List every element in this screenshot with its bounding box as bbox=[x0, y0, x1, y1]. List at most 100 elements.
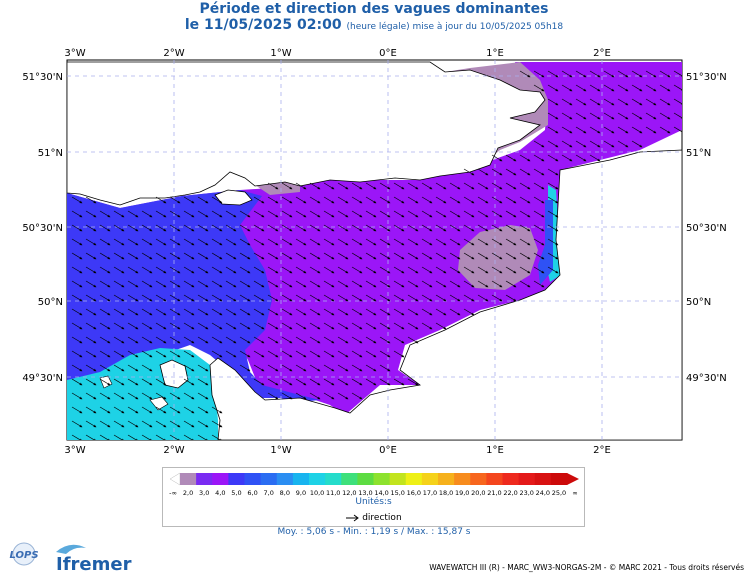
direction-arrow bbox=[435, 280, 447, 288]
direction-arrow bbox=[477, 238, 489, 246]
direction-arrow bbox=[309, 238, 321, 246]
direction-arrow bbox=[239, 280, 251, 288]
direction-arrow bbox=[589, 154, 601, 162]
direction-arrow bbox=[113, 420, 125, 428]
direction-arrow bbox=[211, 322, 223, 330]
legend-tick-label: 15,0 bbox=[390, 489, 404, 497]
direction-arrow bbox=[533, 154, 545, 162]
direction-arrow bbox=[491, 266, 503, 274]
direction-arrow bbox=[197, 210, 209, 218]
direction-arrow bbox=[197, 322, 209, 330]
direction-arrow bbox=[407, 224, 419, 232]
legend-swatch bbox=[244, 473, 262, 485]
direction-arrow bbox=[575, 126, 587, 134]
direction-arrow bbox=[421, 280, 433, 288]
legend-tick-label: 22,0 bbox=[503, 489, 517, 497]
direction-arrow bbox=[505, 280, 517, 288]
direction-arrow bbox=[505, 210, 517, 218]
direction-arrow bbox=[295, 266, 307, 274]
direction-arrow bbox=[505, 154, 517, 162]
legend-tick-label: 3,0 bbox=[199, 489, 209, 497]
land-jersey bbox=[149, 396, 169, 411]
direction-arrow bbox=[491, 252, 503, 260]
direction-arrow bbox=[295, 392, 307, 400]
direction-arrow bbox=[393, 182, 405, 190]
direction-arrow bbox=[225, 280, 237, 288]
direction-arrow bbox=[449, 266, 461, 274]
legend-swatch bbox=[534, 473, 552, 485]
legend-swatch bbox=[486, 473, 503, 485]
legend-swatch bbox=[421, 473, 439, 485]
direction-arrow bbox=[435, 224, 447, 232]
direction-arrow bbox=[323, 210, 335, 218]
direction-arrow bbox=[99, 224, 111, 232]
direction-arrow bbox=[253, 196, 265, 204]
direction-arrow bbox=[491, 196, 503, 204]
direction-arrow bbox=[211, 266, 223, 274]
direction-arrow bbox=[337, 294, 349, 302]
direction-arrow bbox=[99, 420, 111, 428]
direction-arrow bbox=[337, 350, 349, 358]
direction-arrow bbox=[197, 434, 209, 440]
direction-arrow bbox=[547, 140, 559, 148]
lon-label: 3°W bbox=[64, 48, 85, 59]
direction-arrow bbox=[547, 84, 559, 92]
direction-arrow bbox=[113, 210, 125, 218]
direction-arrow bbox=[421, 294, 433, 302]
legend: -∞ 2,0 3,0 4,0 5,0 6,0 7,0 8,0 9,0 10,0 11,0 12,0 13… bbox=[162, 467, 585, 527]
direction-arrow bbox=[323, 392, 335, 400]
direction-arrow bbox=[113, 434, 125, 440]
direction-arrow bbox=[113, 280, 125, 288]
direction-arrow bbox=[351, 196, 363, 204]
direction-arrow bbox=[85, 420, 97, 428]
direction-arrow bbox=[617, 84, 629, 92]
direction-arrow bbox=[71, 308, 83, 316]
direction-arrow bbox=[141, 238, 153, 246]
direction-arrow bbox=[71, 210, 83, 218]
lat-label: 51°N bbox=[686, 148, 711, 159]
direction-arrow bbox=[281, 280, 293, 288]
direction-arrow bbox=[365, 266, 377, 274]
direction-arrow bbox=[407, 308, 419, 316]
direction-arrow bbox=[659, 84, 671, 92]
direction-arrow bbox=[351, 280, 363, 288]
direction-arrow bbox=[253, 266, 265, 274]
direction-arrow bbox=[589, 112, 601, 120]
direction-arrow bbox=[351, 308, 363, 316]
direction-arrow bbox=[533, 238, 545, 246]
direction-label: direction bbox=[362, 513, 402, 523]
legend-tick-label: 24,0 bbox=[536, 489, 550, 497]
direction-arrow bbox=[379, 238, 391, 246]
direction-arrow bbox=[379, 364, 391, 372]
direction-arrow bbox=[365, 210, 377, 218]
direction-arrow bbox=[351, 238, 363, 246]
direction-arrow bbox=[533, 84, 545, 92]
direction-arrow bbox=[645, 112, 657, 120]
direction-arrow bbox=[323, 266, 335, 274]
direction-arrow bbox=[491, 182, 503, 190]
direction-arrow bbox=[659, 126, 671, 134]
legend-swatch bbox=[518, 473, 536, 485]
legend-swatch bbox=[180, 473, 197, 485]
direction-arrow bbox=[295, 378, 307, 386]
direction-arrow bbox=[323, 224, 335, 232]
direction-arrow bbox=[407, 238, 419, 246]
direction-arrow bbox=[477, 224, 489, 232]
direction-arrow bbox=[127, 364, 139, 372]
direction-arrow bbox=[99, 294, 111, 302]
direction-arrow bbox=[127, 308, 139, 316]
direction-arrow bbox=[337, 182, 349, 190]
direction-arrow bbox=[71, 322, 83, 330]
direction-arrow bbox=[407, 266, 419, 274]
direction-arrow bbox=[127, 378, 139, 386]
direction-arrow bbox=[561, 98, 573, 106]
direction-arrow bbox=[155, 280, 167, 288]
direction-arrow bbox=[253, 210, 265, 218]
direction-arrow bbox=[295, 280, 307, 288]
direction-arrow bbox=[547, 182, 559, 190]
lat-label: 49°30'N bbox=[22, 373, 63, 384]
direction-arrow bbox=[239, 266, 251, 274]
direction-arrow bbox=[183, 392, 195, 400]
direction-arrow bbox=[85, 350, 97, 358]
direction-arrow bbox=[239, 336, 251, 344]
